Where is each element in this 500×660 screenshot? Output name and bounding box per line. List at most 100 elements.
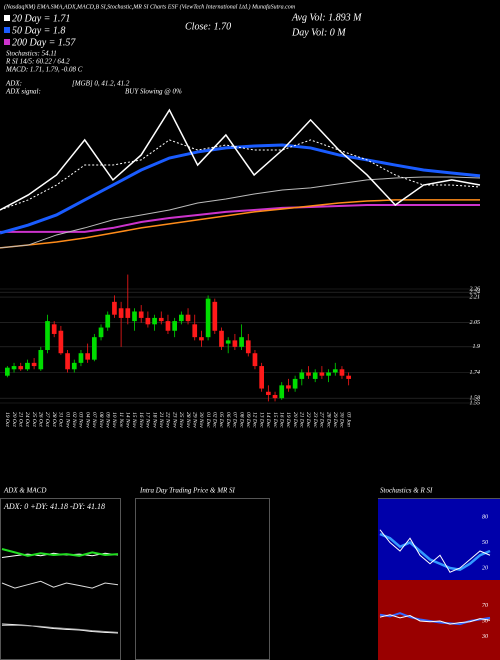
- x-tick-label: 09 Dec: [245, 412, 251, 428]
- candle-body: [105, 314, 111, 328]
- x-tick-label: 03 Nov: [78, 412, 84, 428]
- x-tick-label: 28 Nov: [185, 412, 191, 428]
- y-tick-label: 50: [482, 540, 488, 546]
- x-tick-label: 07 Nov: [91, 412, 97, 428]
- candle-body: [92, 337, 97, 360]
- x-tick-label: 19 Oct: [4, 412, 10, 427]
- line-series: [1, 624, 119, 633]
- close-text: Close: 1.70: [185, 21, 231, 32]
- x-tick-label: 28 Dec: [325, 412, 331, 428]
- x-tick-label: 16 Dec: [278, 412, 284, 428]
- ma50: 50 Day = 1.8: [12, 25, 65, 36]
- line-series: [0, 139, 481, 211]
- x-tick-label: 13 Dec: [258, 412, 264, 428]
- candle-body: [11, 366, 17, 370]
- candle-body: [138, 311, 144, 318]
- candle-body: [45, 321, 50, 351]
- intraday-title: Intra Day Trading Price & MR SI: [139, 487, 236, 495]
- line-series: [0, 176, 481, 249]
- candle-body: [306, 372, 311, 376]
- line-series: [379, 614, 491, 625]
- candle-body: [319, 372, 325, 376]
- candle-body: [158, 317, 164, 322]
- x-tick-label: 22 Dec: [305, 412, 311, 428]
- candle-body: [219, 330, 224, 347]
- x-tick-label: 02 Dec: [212, 412, 218, 428]
- candle-body: [245, 340, 251, 354]
- adx-label: ADX:: [5, 80, 22, 88]
- x-tick-label: 08 Nov: [98, 412, 104, 428]
- candle-body: [272, 394, 278, 399]
- y-tick-label: 1.74: [470, 369, 481, 376]
- candle-body: [279, 385, 285, 399]
- candle-body: [5, 367, 10, 376]
- line-series: [1, 580, 119, 589]
- x-tick-label: 28 Oct: [51, 412, 57, 427]
- x-tick-label: 22 Nov: [165, 412, 171, 428]
- x-tick-label: 20 Oct: [11, 412, 17, 427]
- x-tick-label: 05 Dec: [218, 412, 224, 428]
- x-tick-label: 23 Dec: [312, 412, 318, 428]
- candle-body: [339, 369, 345, 376]
- line-series: [379, 532, 491, 572]
- candle-body: [179, 314, 184, 322]
- x-tick-label: 15 Dec: [272, 412, 278, 428]
- candle-body: [326, 372, 331, 376]
- candle-body: [292, 378, 298, 389]
- x-tick-label: 15 Nov: [131, 412, 137, 428]
- x-tick-label: 09 Nov: [104, 412, 110, 428]
- candle-body: [25, 362, 30, 370]
- candle-body: [78, 353, 84, 363]
- y-tick-label: 1.55: [470, 400, 481, 406]
- candle-body: [58, 330, 64, 354]
- x-tick-label: 19 Dec: [285, 412, 291, 428]
- candle-body: [18, 366, 24, 370]
- y-tick-label: 30: [481, 634, 488, 640]
- y-tick-label: 2.26: [470, 286, 481, 292]
- line-series: [0, 199, 480, 249]
- candle-body: [346, 375, 351, 379]
- x-tick-label: 02 Nov: [71, 412, 77, 428]
- candle-body: [118, 308, 124, 318]
- y-tick-label: 70: [482, 603, 488, 609]
- candle-body: [266, 391, 271, 395]
- candle-body: [332, 369, 338, 373]
- candle-body: [299, 372, 305, 379]
- candle-body: [132, 311, 137, 322]
- x-tick-label: 27 Oct: [44, 412, 50, 427]
- candle-body: [165, 321, 171, 331]
- y-tick-label: 50: [482, 618, 488, 624]
- y-tick-label: 2.21: [470, 294, 481, 300]
- x-tick-label: 12 Dec: [252, 412, 258, 428]
- legend-swatch: [4, 39, 10, 45]
- line-series: [1, 548, 119, 557]
- rsi-text: R SI 14/5: 60.22 / 64.2: [5, 58, 70, 66]
- x-tick-label: 20 Dec: [292, 412, 298, 428]
- x-tick-label: 26 Oct: [38, 412, 44, 427]
- candle-body: [205, 298, 211, 338]
- panel-subtitle: ADX: 0 +DY: 41.18 -DY: 41.18: [3, 502, 105, 511]
- x-tick-label: 11 Nov: [118, 412, 124, 428]
- candle-body: [65, 353, 70, 370]
- adx-value: [MGB] 0, 41.2, 41.2: [72, 80, 130, 88]
- candle-body: [51, 324, 57, 334]
- candle-body: [232, 340, 238, 347]
- stoch-text: Stochastics: 54.11: [6, 50, 57, 58]
- ma200: 200 Day = 1.57: [12, 37, 76, 48]
- day-vol: Day Vol: 0 M: [291, 27, 346, 38]
- x-tick-label: 01 Dec: [205, 412, 211, 428]
- line-series: [0, 204, 480, 233]
- line-series: [379, 529, 491, 573]
- x-tick-label: 21 Dec: [299, 412, 305, 428]
- x-tick-label: 18 Nov: [151, 412, 157, 428]
- x-tick-label: 21 Oct: [17, 412, 23, 427]
- y-tick-label: 1.58: [470, 396, 481, 402]
- x-tick-label: 04 Nov: [84, 412, 91, 428]
- x-tick-label: 06 Dec: [225, 412, 231, 428]
- adx-signal-label: ADX signal:: [5, 88, 41, 96]
- y-tick-label: 2.24: [470, 289, 481, 296]
- candle-body: [172, 321, 177, 331]
- candle-body: [199, 337, 204, 341]
- candle-body: [145, 317, 151, 325]
